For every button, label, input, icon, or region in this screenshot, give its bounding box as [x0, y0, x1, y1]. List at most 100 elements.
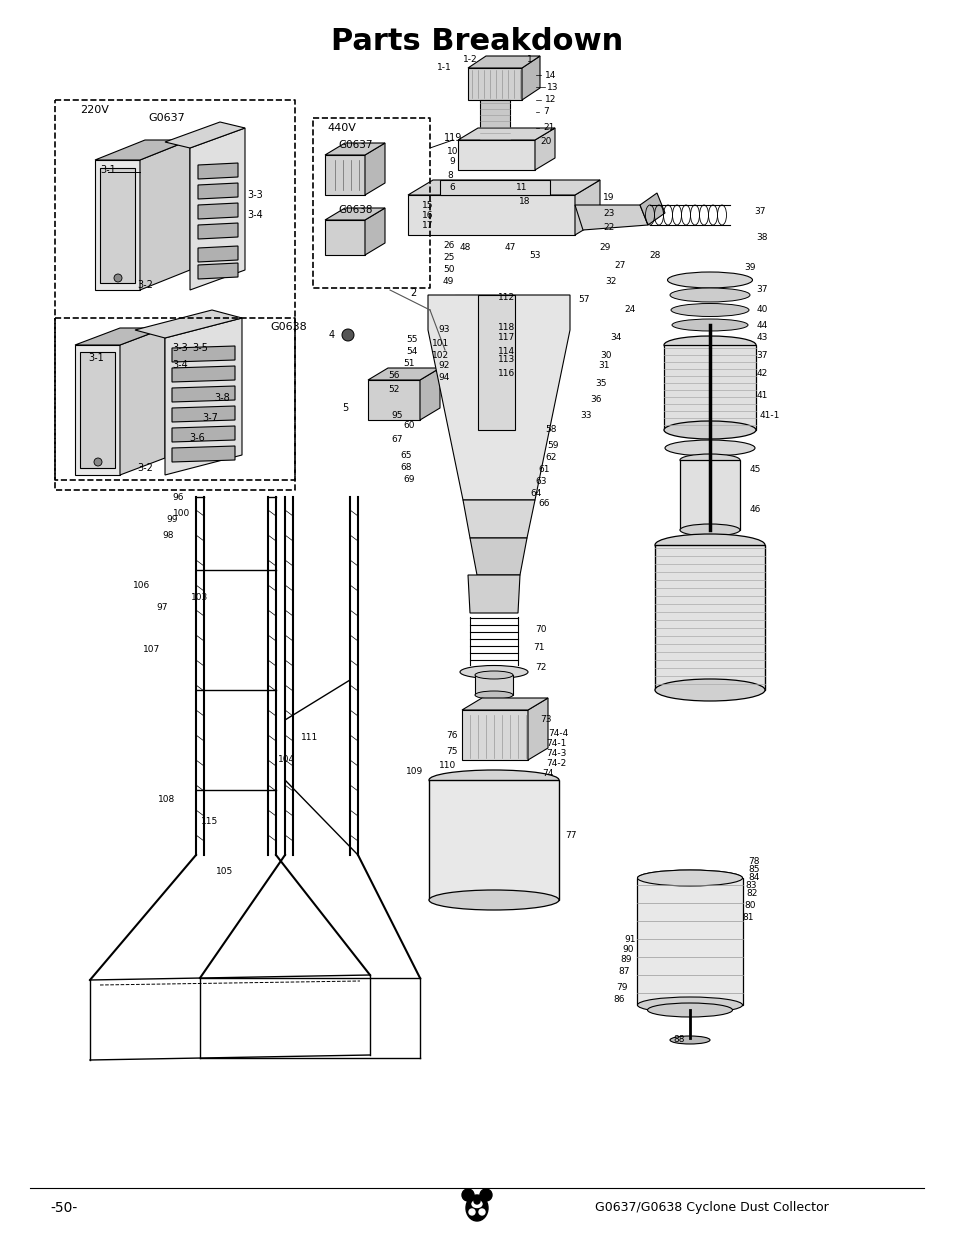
Text: 92: 92: [437, 361, 449, 369]
Ellipse shape: [669, 1036, 709, 1044]
Text: 90: 90: [622, 946, 634, 955]
Circle shape: [478, 1209, 484, 1215]
Polygon shape: [535, 128, 555, 170]
Text: 29: 29: [598, 243, 610, 252]
Ellipse shape: [679, 454, 740, 466]
Text: 96: 96: [172, 493, 184, 501]
Text: 59: 59: [546, 441, 558, 450]
Text: 88: 88: [673, 1035, 684, 1045]
Polygon shape: [165, 122, 245, 148]
Text: G0638: G0638: [338, 205, 373, 215]
Ellipse shape: [429, 769, 558, 790]
Text: 106: 106: [132, 580, 150, 589]
Polygon shape: [365, 143, 385, 195]
Polygon shape: [575, 205, 647, 230]
Text: 3-2: 3-2: [137, 463, 152, 473]
Text: 10: 10: [446, 147, 457, 157]
Polygon shape: [198, 183, 237, 199]
Text: 3-1: 3-1: [88, 353, 104, 363]
Text: 76: 76: [446, 730, 457, 740]
Text: 24: 24: [623, 305, 635, 315]
Polygon shape: [172, 426, 234, 442]
Ellipse shape: [671, 319, 747, 331]
Text: 19: 19: [602, 194, 614, 203]
Text: 86: 86: [613, 995, 624, 1004]
Polygon shape: [198, 224, 237, 240]
Text: 7: 7: [542, 107, 548, 116]
Text: 61: 61: [537, 466, 549, 474]
Polygon shape: [439, 180, 550, 195]
Text: 71: 71: [533, 643, 544, 652]
Ellipse shape: [475, 692, 513, 699]
Text: 87: 87: [618, 967, 629, 977]
Ellipse shape: [459, 666, 527, 678]
Text: 75: 75: [446, 747, 457, 757]
Text: 42: 42: [756, 368, 767, 378]
Polygon shape: [468, 68, 521, 100]
Text: 37: 37: [756, 285, 767, 294]
Bar: [679, 459, 740, 530]
Text: 63: 63: [535, 478, 546, 487]
Text: 3-8: 3-8: [213, 393, 230, 403]
Text: 17: 17: [421, 221, 433, 230]
Text: 109: 109: [405, 767, 422, 777]
Polygon shape: [325, 207, 385, 220]
Polygon shape: [575, 180, 599, 235]
Text: 69: 69: [403, 475, 415, 484]
Text: 81: 81: [741, 914, 753, 923]
Polygon shape: [325, 143, 385, 156]
Ellipse shape: [664, 440, 754, 456]
Polygon shape: [457, 140, 535, 170]
Text: 110: 110: [438, 761, 456, 769]
Polygon shape: [475, 676, 513, 695]
Text: G0638: G0638: [270, 322, 307, 332]
Text: 1: 1: [527, 56, 533, 64]
Text: 4: 4: [329, 330, 335, 340]
Text: 31: 31: [598, 361, 609, 369]
Text: 85: 85: [747, 866, 759, 874]
Text: 14: 14: [544, 70, 556, 79]
Text: 220V: 220V: [80, 105, 109, 115]
Text: 100: 100: [172, 509, 190, 517]
Text: 105: 105: [216, 867, 233, 877]
Polygon shape: [527, 698, 547, 760]
Text: 77: 77: [564, 830, 576, 840]
Text: 22: 22: [602, 224, 614, 232]
Text: 41: 41: [756, 390, 767, 399]
Circle shape: [479, 1189, 492, 1200]
Text: 36: 36: [589, 395, 601, 405]
Text: 3-3: 3-3: [247, 190, 262, 200]
Polygon shape: [368, 368, 439, 380]
Polygon shape: [120, 329, 165, 475]
Polygon shape: [172, 366, 234, 382]
Text: 72: 72: [535, 663, 546, 673]
Text: 82: 82: [745, 889, 757, 899]
Ellipse shape: [655, 679, 764, 701]
Polygon shape: [461, 698, 547, 710]
Ellipse shape: [637, 869, 741, 885]
Text: 93: 93: [437, 326, 449, 335]
Text: 57: 57: [578, 295, 589, 305]
Polygon shape: [457, 128, 555, 140]
Text: 37: 37: [756, 351, 767, 359]
Ellipse shape: [647, 1003, 732, 1016]
Ellipse shape: [637, 995, 741, 1011]
Text: 46: 46: [749, 505, 760, 515]
Polygon shape: [477, 295, 515, 430]
Text: 26: 26: [442, 241, 454, 249]
Text: 35: 35: [595, 378, 606, 388]
Text: 119: 119: [443, 133, 461, 143]
Polygon shape: [75, 345, 120, 475]
Polygon shape: [408, 180, 599, 195]
Polygon shape: [521, 56, 539, 100]
Text: 16: 16: [421, 210, 433, 220]
Polygon shape: [95, 140, 190, 161]
Ellipse shape: [472, 1200, 481, 1208]
Text: 67: 67: [391, 436, 402, 445]
Text: 74-3: 74-3: [545, 748, 566, 757]
Text: 79: 79: [616, 983, 627, 993]
Text: 108: 108: [157, 795, 174, 804]
Polygon shape: [325, 220, 365, 254]
Text: 94: 94: [437, 373, 449, 382]
Polygon shape: [325, 156, 365, 195]
